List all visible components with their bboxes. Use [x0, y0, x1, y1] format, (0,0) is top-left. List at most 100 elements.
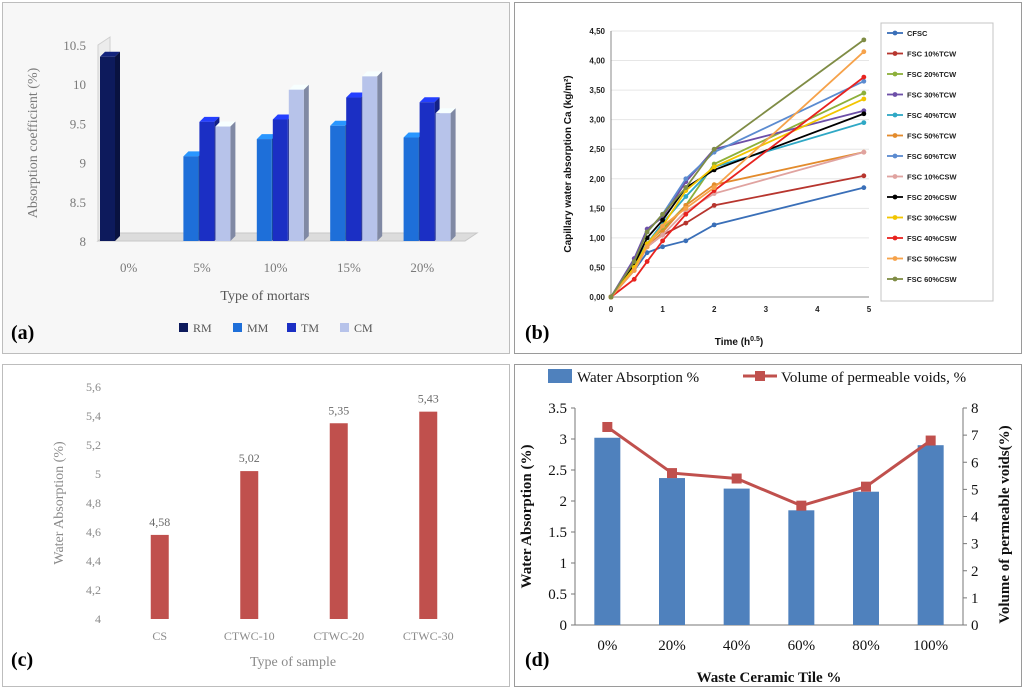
x-tick-label: CTWC-10	[224, 629, 275, 643]
y-tick-label: 2,50	[589, 145, 605, 154]
x-tick-label: 5%	[193, 260, 211, 275]
legend-label: CM	[354, 321, 373, 335]
data-point	[711, 185, 717, 191]
y2-tick-label: 7	[971, 428, 979, 444]
legend-marker	[892, 71, 898, 77]
y-axis-title: Water Absorption (%)	[519, 445, 535, 589]
bar-top	[435, 108, 456, 114]
x-axis-title-sup: 0.5	[750, 336, 760, 343]
data-point	[631, 276, 637, 282]
x-axis-title-end: )	[760, 337, 763, 348]
y2-tick-label: 0	[971, 618, 979, 634]
panel-c: 4 4,2 4,4 4,6 4,8 5 5,2 5,4 5,6 4,58 CS 5,02 CTWC-10…	[2, 364, 510, 687]
legend-label: FSC 10%TCW	[907, 50, 957, 59]
legend-label: FSC 20%CSW	[907, 193, 958, 202]
bar-top	[403, 132, 424, 138]
bar-top	[346, 92, 367, 98]
data-point	[631, 259, 637, 264]
data-point	[861, 78, 867, 84]
panel-b: 0,00 0,50 1,00 1,50 2,00 2,50 3,00 3,50 4,00 4,50…	[514, 2, 1022, 354]
bar	[723, 488, 750, 625]
y-tick-label: 2	[560, 494, 568, 510]
data-point	[796, 500, 807, 511]
data-point	[608, 294, 614, 300]
legend-marker	[892, 153, 898, 159]
x-tick-label: 20%	[410, 260, 434, 275]
bar	[215, 126, 231, 241]
y-tick-label: 9	[80, 156, 87, 171]
data-point	[660, 211, 665, 217]
data-point	[660, 244, 665, 250]
legend-label: FSC 50%TCW	[907, 132, 957, 141]
y2-tick-label: 1	[971, 591, 979, 607]
bar-top	[199, 116, 220, 122]
x-tick-label: 3	[764, 305, 769, 314]
chart-a: 8 8.5 9 9.5 10 10.5 0% 5% 10% 15% 20% Absorption co…	[11, 36, 479, 344]
bar	[100, 56, 115, 242]
data-point	[861, 96, 867, 102]
data-label: 5,02	[239, 451, 260, 465]
data-point	[861, 149, 867, 155]
y-axis-title: Absorption coefficient (%)	[26, 67, 41, 218]
y-axis-title: Water Absorption (%)	[52, 441, 67, 565]
legend-marker	[892, 51, 898, 56]
x-axis-title: Type of sample	[250, 655, 336, 670]
y-tick-label: 4,50	[589, 27, 605, 36]
data-label: 5,35	[328, 403, 349, 417]
bar-side	[115, 51, 120, 242]
x-tick-label: 60%	[788, 638, 816, 654]
bar-top	[272, 114, 293, 120]
bar-side	[230, 121, 236, 241]
bar	[150, 534, 169, 619]
y-tick-label: 2.5	[548, 463, 567, 479]
x-tick-label: 15%	[337, 260, 361, 275]
legend-marker	[892, 133, 898, 138]
x-tick-label: 80%	[852, 638, 880, 654]
panel-label: (a)	[11, 322, 34, 344]
y-tick-label: 3.5	[548, 401, 567, 417]
y2-tick-label: 4	[971, 510, 979, 526]
bar	[240, 471, 259, 619]
bar	[199, 121, 215, 241]
legend-label: TM	[301, 321, 319, 335]
legend-swatch	[233, 323, 242, 332]
legend-marker	[755, 371, 765, 381]
x-axis-title: Time (h0.5)	[715, 336, 763, 348]
bar-side	[377, 71, 383, 241]
data-point	[861, 49, 867, 55]
y-tick-label: 0.5	[548, 587, 567, 603]
chart-b: 0,00 0,50 1,00 1,50 2,00 2,50 3,00 3,50 4,00 4,50…	[525, 22, 994, 348]
y-tick-label: 1.5	[548, 525, 567, 541]
legend-label: FSC 50%CSW	[907, 255, 958, 264]
series-line	[610, 80, 865, 298]
y-tick-label: 4,6	[86, 525, 101, 539]
data-label: 5,43	[418, 392, 439, 406]
bar-top	[362, 71, 383, 77]
y-tick-label: 0,50	[589, 263, 605, 272]
y-tick-label: 5	[95, 467, 101, 481]
legend-swatch	[340, 323, 349, 332]
data-label: 4,58	[149, 515, 170, 529]
y-tick-label: 8.5	[70, 195, 86, 210]
bar-top	[183, 151, 204, 157]
y-tick-label: 2,00	[589, 175, 605, 184]
data-point	[683, 211, 689, 217]
data-point	[683, 176, 689, 182]
bar	[435, 113, 451, 241]
y-tick-label: 5,2	[86, 438, 101, 452]
legend-label: CFSC	[907, 29, 928, 38]
data-point	[683, 238, 689, 244]
bar	[419, 411, 438, 619]
legend-marker	[892, 194, 898, 200]
legend-marker	[892, 174, 898, 179]
data-point	[861, 120, 867, 126]
series-line	[606, 425, 932, 508]
y-tick-label: 10.5	[63, 38, 86, 53]
bar	[594, 437, 621, 625]
data-point	[861, 90, 867, 96]
data-point	[644, 259, 650, 264]
bar	[917, 445, 944, 625]
legend-label: FSC 20%TCW	[907, 70, 957, 79]
y-tick-label: 0	[560, 618, 568, 634]
x-axis-title-main: Time (h	[715, 337, 750, 348]
